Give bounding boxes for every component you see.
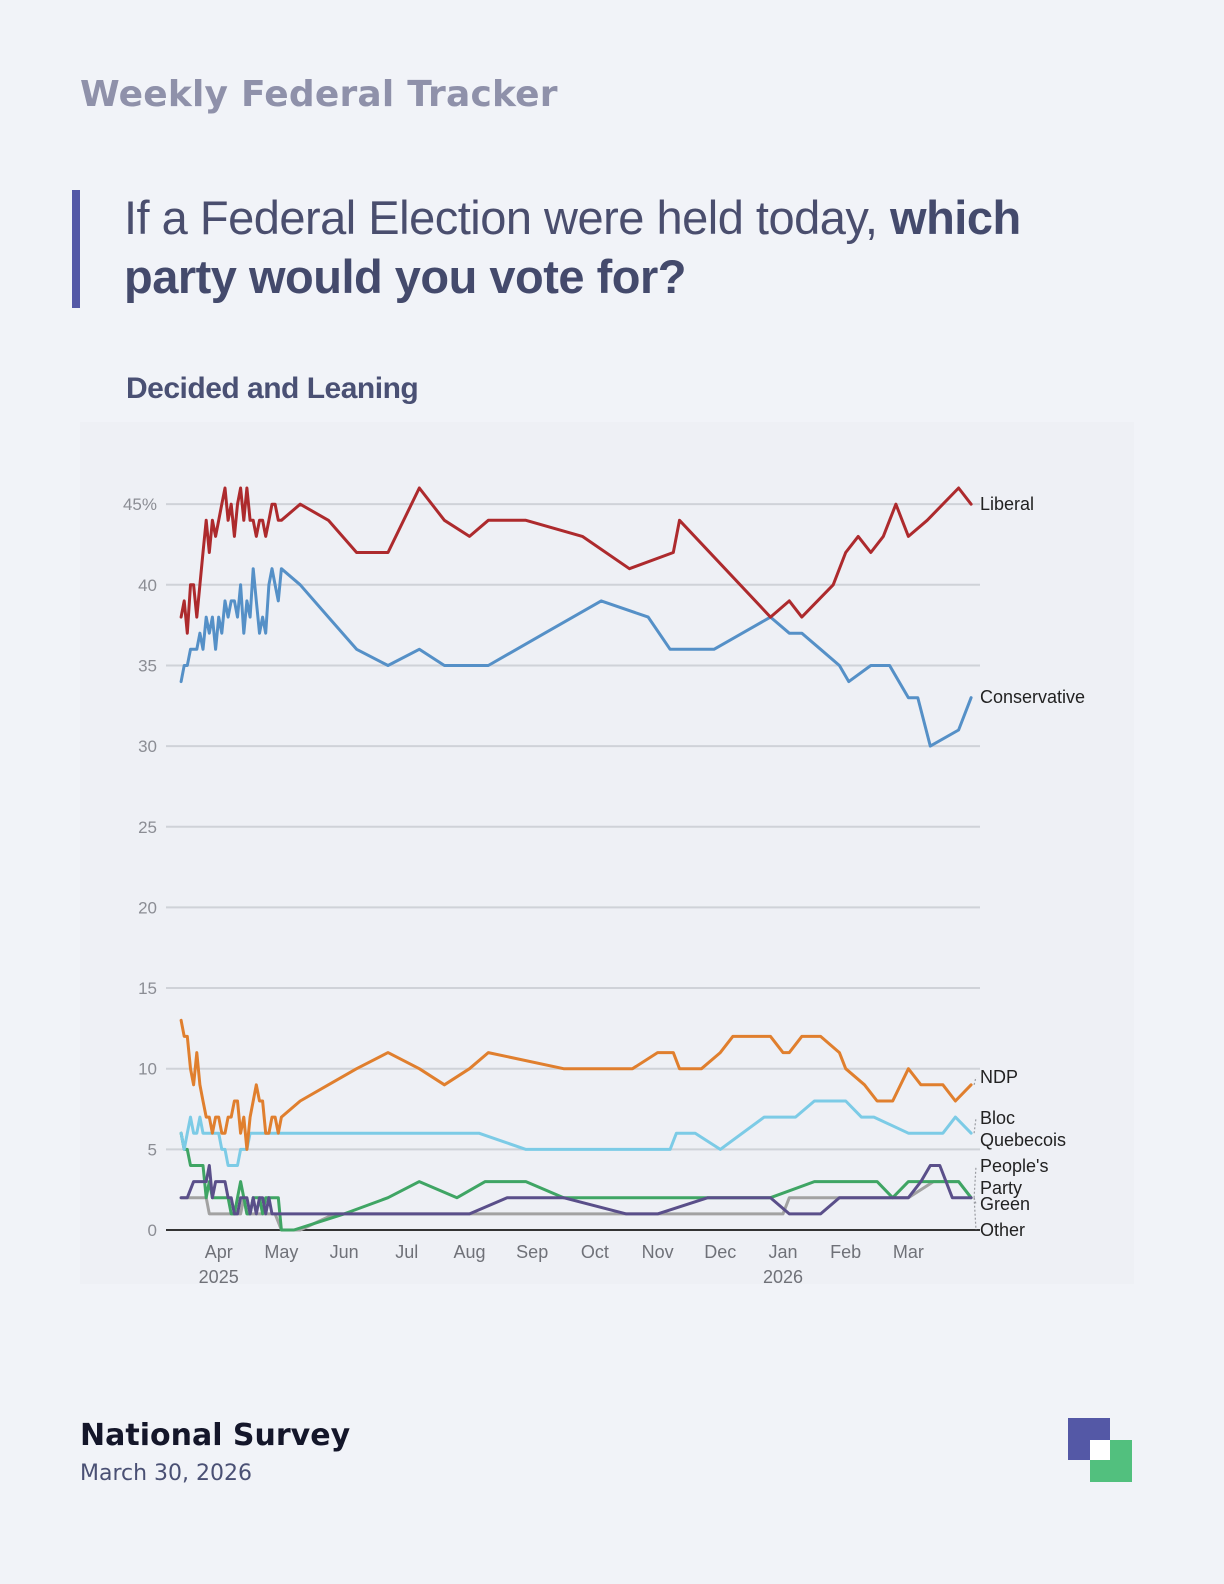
series-label-line: Other (980, 1220, 1025, 1240)
logo-square-overlap (1090, 1440, 1110, 1460)
survey-question: If a Federal Election were held today, w… (124, 188, 1084, 306)
chart-subtitle: Decided and Leaning (126, 372, 419, 405)
series-label-line: NDP (980, 1067, 1018, 1087)
x-tick-label: May (264, 1242, 298, 1262)
series-line-ndp (179, 1018, 973, 1151)
y-tick-label: 5 (148, 1140, 157, 1159)
x-tick-label: Jan (768, 1242, 797, 1262)
question-bold-text: which party would you vote for? (124, 191, 1021, 303)
series-label-liberal: Liberal (980, 494, 1034, 514)
y-tick-label: 0 (148, 1221, 157, 1240)
series-label-line: Conservative (980, 687, 1085, 707)
series-label-bloc-quebecois: Bloc Quebecois (980, 1108, 1066, 1150)
x-tick-year-label: 2026 (763, 1267, 803, 1284)
series-label-conservative: Conservative (980, 687, 1085, 707)
y-tick-label: 35 (138, 656, 157, 675)
x-tick-label: Mar (893, 1242, 924, 1262)
y-tick-label: 45% (123, 495, 157, 514)
x-tick-label: Dec (704, 1242, 736, 1262)
chart-panel: 0 5 10 15 20 25 30 35 40 45% Apr 2025 May Jun Jul Aug Se… (80, 422, 1134, 1284)
series-line-people-s-party (179, 1164, 973, 1216)
label-leader-other (973, 1197, 977, 1231)
label-leader-bloc-quebecois (973, 1117, 977, 1134)
x-tick-label: Oct (581, 1242, 609, 1262)
y-tick-label: 15 (138, 979, 157, 998)
series-line-green (179, 1131, 973, 1232)
series-label-people-s-party: People's Party (980, 1156, 1048, 1198)
question-accent-bar (72, 190, 80, 308)
series-label-green: Green (980, 1194, 1030, 1214)
y-tick-label: 30 (138, 737, 157, 756)
x-tick-label: Sep (516, 1242, 548, 1262)
brand-logo (1068, 1418, 1134, 1484)
x-tick-label: Jun (330, 1242, 359, 1262)
label-leader-people-s-party (973, 1165, 977, 1198)
y-tick-label: 10 (138, 1060, 157, 1079)
series-line-conservative (179, 567, 973, 748)
x-tick-label: Nov (642, 1242, 674, 1262)
series-line-liberal (179, 486, 973, 635)
x-tick-label: Feb (830, 1242, 861, 1262)
series-label-line: Quebecois (980, 1130, 1066, 1150)
footer-title: National Survey (80, 1418, 351, 1453)
x-tick-label: Aug (453, 1242, 485, 1262)
tracker-title: Weekly Federal Tracker (80, 74, 558, 115)
y-tick-label: 25 (138, 818, 157, 837)
series-line-bloc-quebecois (179, 1099, 973, 1167)
series-label-other: Other (980, 1220, 1025, 1240)
series-label-line: People's (980, 1156, 1048, 1176)
series-label-line: Green (980, 1194, 1030, 1214)
x-tick-label: Jul (395, 1242, 418, 1262)
series-line-other (179, 1180, 973, 1232)
label-leader-ndp (973, 1076, 977, 1085)
question-regular-text: If a Federal Election were held today, (124, 191, 891, 244)
series-label-line: Liberal (980, 494, 1034, 514)
series-label-ndp: NDP (980, 1067, 1018, 1087)
footer-date: March 30, 2026 (80, 1461, 253, 1486)
y-tick-label: 20 (138, 898, 157, 917)
y-tick-label: 40 (138, 576, 157, 595)
series-label-line: Party (980, 1178, 1022, 1198)
x-tick-label: Apr (205, 1242, 233, 1262)
x-tick-year-label: 2025 (199, 1267, 239, 1284)
series-label-line: Bloc (980, 1108, 1015, 1128)
